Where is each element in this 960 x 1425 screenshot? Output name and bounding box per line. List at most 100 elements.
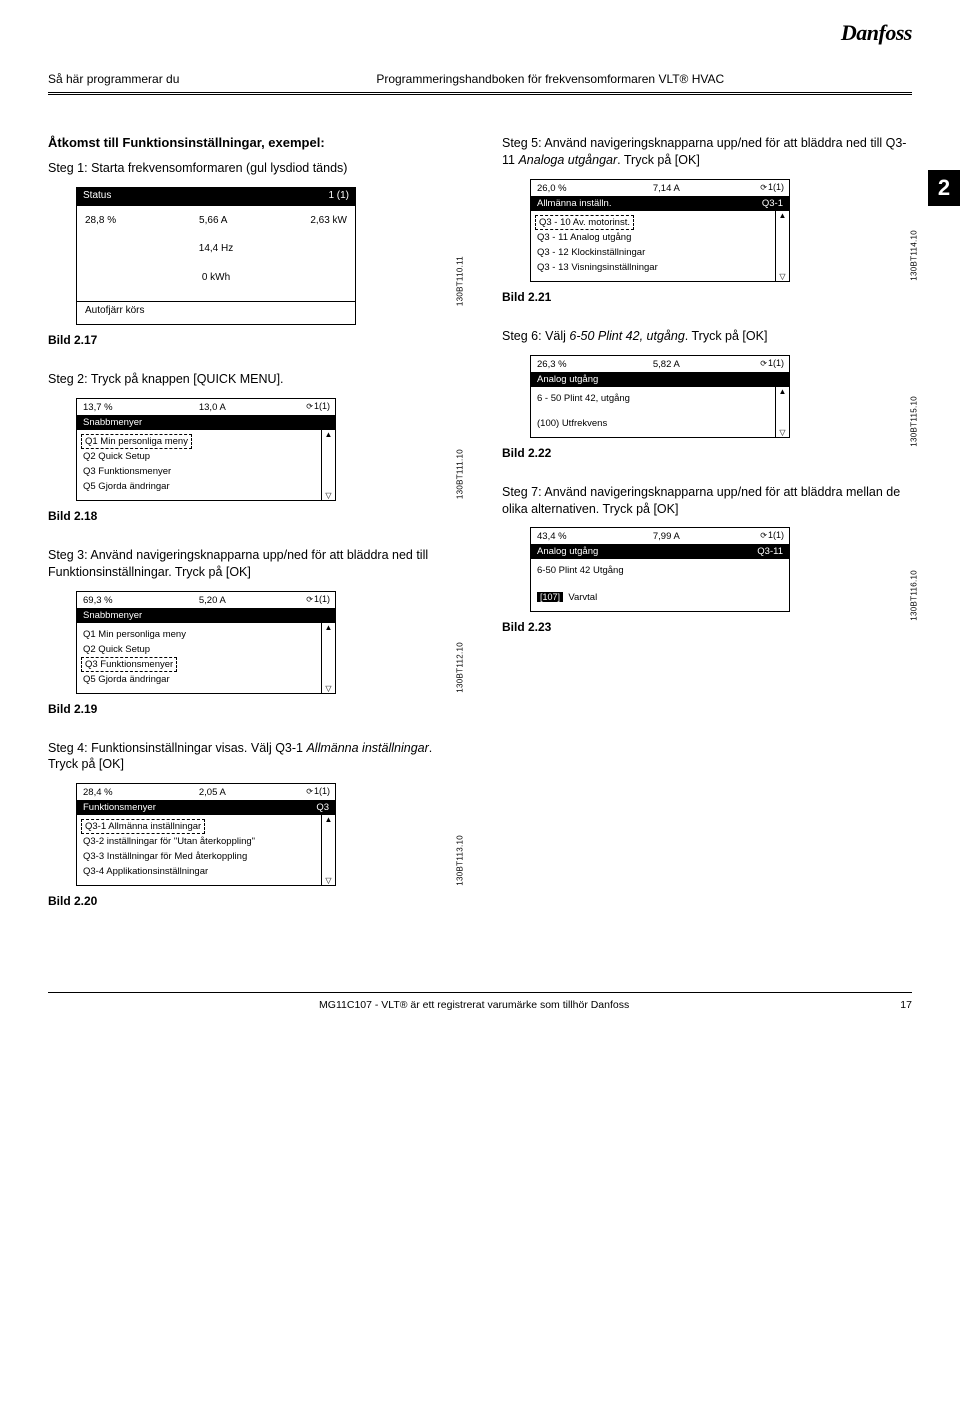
setup-indicator: 1(1) xyxy=(306,594,330,604)
readout-hz: 14,4 Hz xyxy=(85,229,347,272)
menu-title: Snabbmenyer xyxy=(83,417,142,428)
step6-text: Steg 6: Välj 6-50 Plint 42, utgång. Tryc… xyxy=(502,328,912,345)
function-menu-screen: 1(1) 28,4 % 2,05 A 1(1) Funktionsmenyer … xyxy=(76,783,336,886)
menu-item[interactable]: Q3-4 Applikationsinställningar xyxy=(83,864,317,879)
menu-item[interactable]: Q3 - 12 Klockinställningar xyxy=(537,245,771,260)
scroll-indicator xyxy=(321,815,335,885)
step1-text: Steg 1: Starta frekvensomformaren (gul l… xyxy=(48,160,458,177)
figure-caption: Bild 2.21 xyxy=(502,290,912,304)
step2-text: Steg 2: Tryck på knappen [QUICK MENU]. xyxy=(48,371,458,388)
setup-indicator: 1(1) xyxy=(306,786,330,796)
param-line: 6 - 50 Plint 42, utgång xyxy=(537,391,771,406)
readout-kw: 2,63 kW xyxy=(310,215,347,226)
figure-code: 130BT116.10 xyxy=(910,570,919,621)
readout-amps: 5,82 A xyxy=(653,359,680,370)
header-left: Så här programmerar du xyxy=(48,72,376,86)
setup-indicator: 1(1) xyxy=(760,182,784,192)
status-label: Status xyxy=(83,190,111,204)
menu-code: Q3 xyxy=(316,802,329,813)
chapter-tab: 2 xyxy=(928,170,960,206)
readout-amps: 7,99 A xyxy=(653,531,680,542)
menu-item[interactable]: Q2 Quick Setup xyxy=(83,449,317,464)
menu-code: Q3-1 xyxy=(762,198,783,209)
menu-item[interactable]: Q1 Min personliga meny xyxy=(83,627,317,642)
setup-indicator: 1(1) xyxy=(760,530,784,540)
readout-percent: 28,8 % xyxy=(85,215,116,226)
readout-percent: 13,7 % xyxy=(83,402,113,413)
menu-title: Snabbmenyer xyxy=(83,610,142,621)
right-column: Steg 5: Använd navigeringsknapparna upp/… xyxy=(502,135,912,932)
quickmenu-screen: 1(1) 69,3 % 5,20 A 1(1) Snabbmenyer Q1 M… xyxy=(76,591,336,694)
menu-item[interactable]: Q2 Quick Setup xyxy=(83,642,317,657)
readout-percent: 43,4 % xyxy=(537,531,567,542)
readout-percent: 28,4 % xyxy=(83,787,113,798)
menu-item[interactable]: Q3-2 inställningar för "Utan återkopplin… xyxy=(83,834,317,849)
readout-amps: 13,0 A xyxy=(199,402,226,413)
figure-caption: Bild 2.20 xyxy=(48,894,458,908)
option-label: Varvtal xyxy=(568,592,597,603)
menu-item[interactable]: Q3 - 13 Visningsinställningar xyxy=(537,260,771,275)
figure-caption: Bild 2.23 xyxy=(502,620,912,634)
figure-code: 130BT113.10 xyxy=(456,835,465,886)
menu-item[interactable]: Q5 Gjorda ändringar xyxy=(83,672,317,687)
menu-item[interactable]: Q3-1 Allmänna inställningar xyxy=(81,819,205,834)
menu-item[interactable]: Q3 - 11 Analog utgång xyxy=(537,230,771,245)
analog-output-screen: 1(1) 26,3 % 5,82 A 1(1) Analog utgång 6 … xyxy=(530,355,790,438)
figure-caption: Bild 2.22 xyxy=(502,446,912,460)
step5-text: Steg 5: Använd navigeringsknapparna upp/… xyxy=(502,135,912,169)
readout-amps: 2,05 A xyxy=(199,787,226,798)
menu-item[interactable]: Q3-3 Inställningar för Med återkoppling xyxy=(83,849,317,864)
readout-percent: 69,3 % xyxy=(83,595,113,606)
readout-percent: 26,3 % xyxy=(537,359,567,370)
status-footer: Autofjärr körs xyxy=(77,301,355,316)
footer-text: MG11C107 - VLT® är ett registrerat varum… xyxy=(319,999,629,1011)
figure-caption: Bild 2.18 xyxy=(48,509,458,523)
analog-output-screen: 1(1) 43,4 % 7,99 A 1(1) Analog utgång Q3… xyxy=(530,527,790,612)
page-footer: MG11C107 - VLT® är ett registrerat varum… xyxy=(48,992,912,1011)
figure-code: 130BT115.10 xyxy=(910,396,919,447)
figure-code: 130BT111.10 xyxy=(456,449,465,499)
readout-amps: 5,20 A xyxy=(199,595,226,606)
scroll-indicator xyxy=(775,387,789,437)
menu-item[interactable]: Q3 - 10 Av. motorinst. xyxy=(535,215,634,230)
figure-code: 130BT114.10 xyxy=(910,230,919,281)
param-line: 6-50 Plint 42 Utgång xyxy=(537,563,783,578)
figure-code: 130BT112.10 xyxy=(456,642,465,693)
figure-code: 130BT110.11 xyxy=(456,256,465,306)
setup-indicator: 1(1) xyxy=(760,358,784,368)
readout-kwh: 0 kWh xyxy=(85,272,347,301)
readout-amps: 5,66 A xyxy=(199,215,227,226)
menu-title: Allmänna inställn. xyxy=(537,198,611,209)
menu-title: Analog utgång xyxy=(537,374,598,385)
readout-amps: 7,14 A xyxy=(653,183,680,194)
step7-text: Steg 7: Använd navigeringsknapparna upp/… xyxy=(502,484,912,518)
setup-indicator: 1 (1) xyxy=(328,190,349,204)
scroll-indicator xyxy=(321,623,335,693)
page-header: Så här programmerar du Programmeringshan… xyxy=(48,72,912,93)
general-settings-screen: 1(1) 26,0 % 7,14 A 1(1) Allmänna inställ… xyxy=(530,179,790,282)
menu-code: Q3-11 xyxy=(757,546,783,557)
menu-item[interactable]: Q5 Gjorda ändringar xyxy=(83,479,317,494)
page-number: 17 xyxy=(900,999,912,1011)
menu-title: Funktionsmenyer xyxy=(83,802,156,813)
left-column: Åtkomst till Funktionsinställningar, exe… xyxy=(48,135,458,932)
option-code[interactable]: [107] xyxy=(537,592,563,602)
quickmenu-screen: 1(1) 13,7 % 13,0 A 1(1) Snabbmenyer Q1 M… xyxy=(76,398,336,501)
scroll-indicator xyxy=(775,211,789,281)
status-screen: Status 1 (1) 28,8 % 5,66 A 2,63 kW 14,4 … xyxy=(76,187,356,325)
access-heading: Åtkomst till Funktionsinställningar, exe… xyxy=(48,135,458,150)
header-center: Programmeringshandboken för frekvensomfo… xyxy=(376,72,912,86)
brand-logo: Danfoss xyxy=(841,20,912,46)
menu-item[interactable]: Q1 Min personliga meny xyxy=(81,434,192,449)
step4-text: Steg 4: Funktionsinställningar visas. Vä… xyxy=(48,740,458,774)
setup-indicator: 1(1) xyxy=(306,401,330,411)
param-value: (100) Utfrekvens xyxy=(537,416,771,431)
figure-caption: Bild 2.19 xyxy=(48,702,458,716)
figure-caption: Bild 2.17 xyxy=(48,333,458,347)
scroll-indicator xyxy=(321,430,335,500)
step3-text: Steg 3: Använd navigeringsknapparna upp/… xyxy=(48,547,458,581)
menu-item[interactable]: Q3 Funktionsmenyer xyxy=(83,464,317,479)
menu-item[interactable]: Q3 Funktionsmenyer xyxy=(81,657,177,672)
readout-percent: 26,0 % xyxy=(537,183,567,194)
menu-title: Analog utgång xyxy=(537,546,598,557)
